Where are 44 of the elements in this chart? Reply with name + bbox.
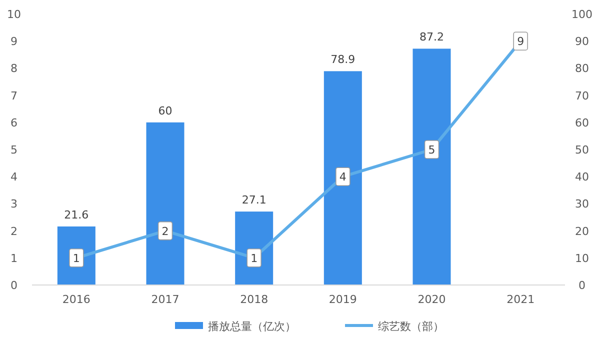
- data-label: 60: [158, 104, 172, 118]
- data-label: 4: [339, 170, 346, 184]
- legend-label: 综艺数（部）: [378, 320, 444, 333]
- data-label: 9: [517, 35, 524, 48]
- data-label: 78.9: [330, 53, 356, 66]
- y-tick-label: 5: [10, 144, 18, 156]
- y-tick-label: 10: [7, 8, 21, 21]
- y2-tick-label: 40: [575, 170, 589, 184]
- y2-tick-label: 60: [575, 116, 589, 130]
- y2-tick-label: 30: [575, 198, 589, 211]
- x-tick-label: 2021: [506, 293, 535, 306]
- y-tick-label: 4: [10, 170, 18, 184]
- x-tick-label: 2020: [418, 293, 446, 306]
- y-tick-label: 0: [10, 279, 18, 292]
- y2-tick-label: 50: [575, 144, 589, 156]
- bar: [324, 71, 362, 285]
- data-label: 87.2: [420, 30, 444, 44]
- y-tick-label: 3: [10, 198, 18, 211]
- y-tick-label: 2: [10, 224, 18, 238]
- y-tick-label: 1: [10, 252, 18, 265]
- x-tick-label: 2018: [240, 293, 268, 306]
- y2-tick-label: 10: [575, 252, 589, 265]
- legend-label: 播放总量（亿次）: [208, 320, 296, 333]
- data-label: 1: [72, 252, 80, 265]
- data-label: 2: [162, 224, 169, 238]
- x-tick-label: 2017: [151, 293, 180, 306]
- y2-tick-label: 20: [575, 224, 589, 238]
- bar: [412, 48, 451, 285]
- data-label: 5: [428, 144, 436, 156]
- x-tick-label: 2016: [62, 293, 90, 306]
- y2-tick-label: 0: [578, 279, 586, 292]
- data-label: 27.1: [242, 194, 266, 207]
- x-tick-label: 2019: [328, 293, 357, 306]
- y2-tick-label: 100: [572, 8, 592, 21]
- y2-tick-label: 80: [575, 62, 589, 76]
- y2-tick-label: 90: [575, 35, 589, 48]
- data-label: 1: [250, 252, 258, 265]
- bar: [146, 122, 184, 285]
- y-tick-label: 6: [10, 116, 18, 130]
- y2-tick-label: 70: [575, 89, 589, 102]
- data-label: 21.6: [64, 208, 89, 222]
- y-tick-label: 9: [10, 35, 18, 48]
- y-tick-label: 8: [10, 62, 18, 76]
- y-tick-label: 7: [10, 89, 18, 102]
